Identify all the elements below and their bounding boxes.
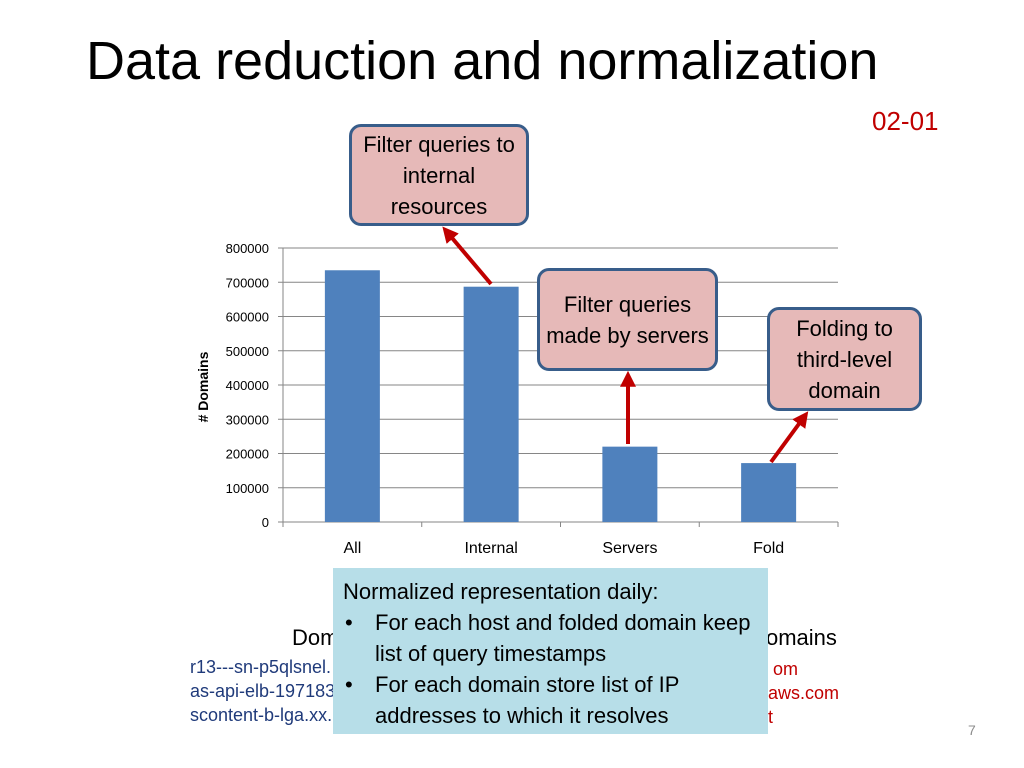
note-bullet: • For each domain store list of IP addres…	[343, 669, 758, 731]
callout-fold: Folding to third-level domain	[767, 307, 922, 411]
slide-title: Data reduction and normalization	[86, 31, 879, 91]
x-tick-label: Servers	[602, 540, 657, 557]
date-label: 02-01	[872, 106, 939, 136]
x-tick-label: All	[343, 540, 361, 557]
callout-servers: Filter queries made by servers	[537, 268, 718, 371]
x-tick-label: Internal	[464, 540, 517, 557]
domains-heading-left: Dom	[292, 625, 339, 650]
note-bullet: • For each host and folded domain keep li…	[343, 607, 758, 669]
domain-example-1: r13---sn-p5qlsnel.	[190, 657, 332, 677]
arrow-internal	[442, 226, 493, 286]
bar-internal	[463, 286, 519, 522]
y-tick-label: 500000	[226, 344, 269, 359]
domains-heading-right: omains	[766, 625, 837, 650]
domain-example-2: as-api-elb-197183	[190, 681, 336, 701]
note-bullets: • For each host and folded domain keep li…	[343, 607, 758, 731]
note-bullet-text: For each domain store list of IP address…	[375, 672, 680, 728]
bar-servers	[602, 446, 658, 522]
bar-all	[324, 270, 380, 522]
page-number: 7	[968, 722, 976, 738]
domain-example-4: om	[773, 659, 799, 679]
y-tick-label: 600000	[226, 310, 269, 325]
normalization-note: Normalized representation daily: • For ea…	[333, 568, 768, 734]
y-tick-label: 700000	[226, 275, 269, 290]
note-heading: Normalized representation daily:	[343, 579, 659, 604]
bar-fold	[741, 463, 797, 522]
y-tick-label: 300000	[226, 412, 269, 427]
arrow-fold	[769, 411, 809, 464]
y-tick-label: 100000	[226, 481, 269, 496]
y-tick-label: 200000	[226, 447, 269, 462]
y-tick-label: 400000	[226, 378, 269, 393]
y-axis-title: # Domains	[195, 351, 211, 422]
bullet-icon: •	[345, 610, 353, 635]
domain-example-3: scontent-b-lga.xx.	[190, 705, 333, 725]
y-tick-label: 0	[262, 515, 269, 530]
x-tick-label: Fold	[753, 540, 784, 557]
bullet-icon: •	[345, 672, 353, 697]
y-tick-label: 800000	[226, 241, 269, 256]
domain-example-5: aws.com	[768, 683, 840, 703]
note-bullet-text: For each host and folded domain keep lis…	[375, 610, 751, 666]
callout-internal: Filter queries to internal resources	[349, 124, 529, 226]
domain-example-6: t	[768, 707, 774, 727]
